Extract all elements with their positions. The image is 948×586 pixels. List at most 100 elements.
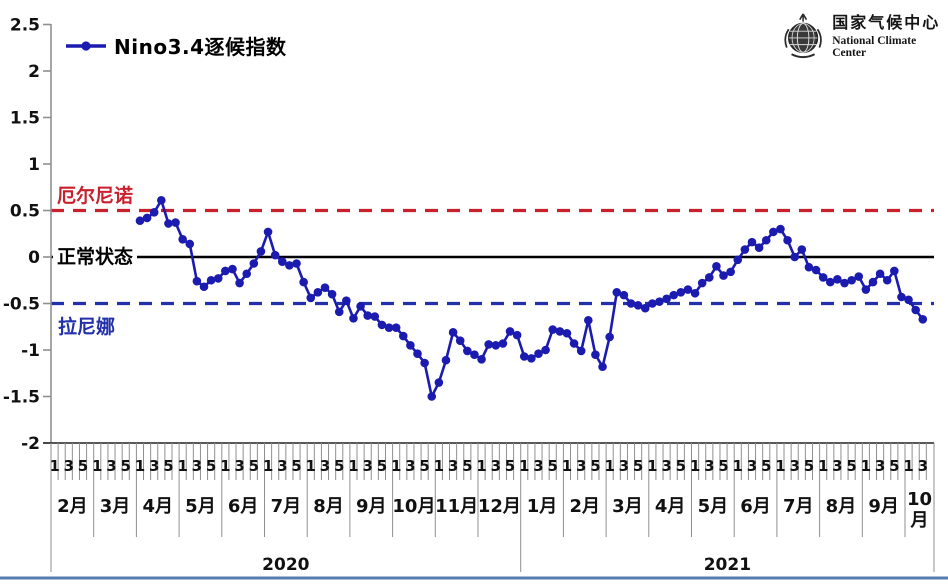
series-line (139, 198, 924, 398)
y-axis-label: 0 (28, 248, 40, 268)
month-label: 8月 (826, 496, 857, 517)
series-point (548, 325, 558, 334)
series-point (783, 235, 792, 245)
pentad-label: 3 (789, 457, 799, 475)
pentad-label: 1 (562, 457, 572, 475)
pentad-label: 3 (661, 457, 671, 475)
series-point (519, 352, 529, 361)
pentad-label: 3 (320, 457, 330, 475)
series-point (420, 358, 429, 368)
series-point (221, 266, 230, 276)
series-point (270, 250, 280, 260)
pentad-label: 5 (676, 457, 686, 475)
month-label: 4月 (655, 496, 686, 517)
series-point (740, 245, 750, 254)
month-label: 6月 (740, 496, 771, 517)
pentad-label: 3 (277, 457, 287, 475)
logo-name-cn: 国家气候中心 (832, 13, 941, 33)
pentad-label: 1 (604, 457, 614, 475)
series-point (811, 265, 821, 275)
series-point (171, 218, 180, 227)
series-point (384, 323, 394, 332)
series-point (633, 301, 643, 310)
series-point (334, 307, 344, 317)
series-point (228, 264, 237, 274)
series-point (142, 213, 152, 223)
series-point (463, 346, 472, 356)
pentad-label: 5 (633, 457, 643, 475)
series-point (890, 266, 899, 276)
pentad-label: 5 (291, 457, 301, 475)
series-point (470, 350, 479, 359)
month-label: 7月 (271, 496, 302, 517)
month-label: 2月 (57, 496, 88, 517)
legend: Nino3.4逐候指数 (64, 31, 287, 60)
pentad-label: 1 (476, 457, 486, 475)
series-point (754, 243, 764, 252)
y-axis-label: 1.5 (10, 109, 40, 129)
la-nina-label: 拉尼娜 (58, 315, 115, 338)
month-label: 3月 (100, 496, 131, 517)
el-nino-label: 厄尔尼诺 (57, 184, 133, 207)
series-point (598, 362, 607, 372)
series-point (612, 288, 622, 297)
series-point (242, 269, 252, 279)
month-label: 3月 (612, 496, 643, 517)
month-label: 10月 (392, 496, 435, 517)
pentad-label: 3 (64, 457, 74, 475)
series-point (825, 277, 835, 287)
pentad-label: 5 (121, 457, 131, 475)
series-point (206, 275, 216, 285)
month-label: 9月 (868, 496, 899, 517)
pentad-label: 1 (92, 457, 102, 475)
series-point (477, 355, 486, 364)
series-point (619, 290, 629, 300)
series-point (192, 276, 202, 286)
series-point (356, 301, 365, 311)
series-point (427, 392, 437, 401)
series-point (640, 303, 650, 313)
series-point (591, 350, 600, 359)
series-point (178, 235, 187, 244)
series-point (626, 299, 636, 308)
pentad-label: 3 (448, 457, 458, 475)
pentad-label: 5 (846, 457, 856, 475)
series-point (662, 294, 671, 304)
series-point (135, 216, 145, 226)
series-point (448, 328, 458, 337)
month-label: 8月 (313, 496, 344, 517)
pentad-label: 1 (263, 457, 273, 475)
series-point (904, 295, 913, 305)
pentad-label: 5 (590, 457, 600, 475)
pentad-label: 3 (491, 457, 501, 475)
pentad-label: 1 (49, 457, 59, 475)
pentad-label: 3 (234, 457, 244, 475)
pentad-label: 3 (533, 457, 543, 475)
y-axis-label: -0.5 (3, 295, 40, 315)
series-point (199, 282, 209, 292)
series-point (555, 327, 565, 336)
series-point (299, 277, 308, 287)
series-point (491, 341, 501, 350)
series-point (712, 262, 721, 271)
pentad-label: 3 (576, 457, 586, 475)
series-point (391, 323, 401, 332)
series-point (854, 272, 864, 281)
series-point (441, 355, 451, 365)
year-label: 2021 (704, 555, 751, 575)
month-label: 4月 (142, 496, 173, 517)
series-point (313, 288, 323, 297)
month-label: 1月 (527, 496, 558, 517)
pentad-label: 1 (775, 457, 785, 475)
pentad-label: 5 (505, 457, 515, 475)
globe-emblem-icon (784, 13, 822, 59)
series-point (733, 255, 743, 265)
pentad-label: 3 (875, 457, 885, 475)
series-point (747, 237, 757, 247)
series-point (897, 292, 906, 302)
pentad-label: 1 (348, 457, 358, 475)
y-axis-label: 0.5 (10, 202, 40, 222)
pentad-label: 1 (690, 457, 700, 475)
